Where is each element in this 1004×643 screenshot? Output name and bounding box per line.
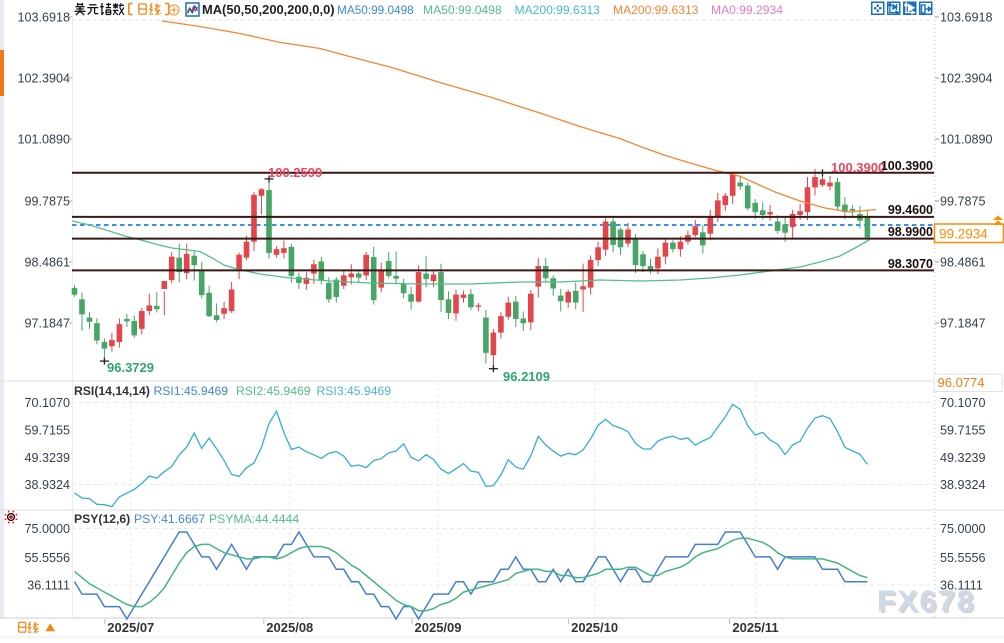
svg-text:55.5556: 55.5556 [940,551,986,565]
svg-text:98.4861: 98.4861 [24,256,70,270]
svg-text:PSY:41.6667: PSY:41.6667 [134,512,205,526]
svg-text:MA50:99.0498: MA50:99.0498 [337,3,414,17]
svg-text:FX678: FX678 [877,585,975,618]
svg-text:100.3900: 100.3900 [831,160,885,175]
svg-text:99.7875: 99.7875 [940,195,986,209]
svg-text:49.3239: 49.3239 [24,451,70,465]
svg-text:101.0890: 101.0890 [940,133,993,147]
svg-text:PSYMA:44.4444: PSYMA:44.4444 [209,512,299,526]
svg-text:2025/08: 2025/08 [266,620,313,635]
svg-text:59.7155: 59.7155 [24,424,70,438]
svg-text:96.2109: 96.2109 [503,369,550,384]
svg-text:MA50:99.0498: MA50:99.0498 [423,3,502,17]
svg-text:101.0890: 101.0890 [17,133,70,147]
svg-text:103.6918: 103.6918 [17,11,70,25]
svg-text:2025/07: 2025/07 [107,620,154,635]
svg-text:103.6918: 103.6918 [940,11,993,25]
svg-text:75.0000: 75.0000 [940,522,986,536]
svg-text:MA(50,50,200,200,0,0): MA(50,50,200,200,0,0) [202,2,335,17]
svg-text:102.3904: 102.3904 [17,72,70,86]
svg-text:36.1111: 36.1111 [940,579,983,593]
svg-text:97.1847: 97.1847 [24,317,70,331]
svg-text:55.5556: 55.5556 [24,551,70,565]
svg-text:100.2599: 100.2599 [268,165,322,180]
svg-text:38.9324: 38.9324 [940,478,986,492]
svg-text:RSI1:45.9469: RSI1:45.9469 [154,384,229,398]
svg-text:98.4861: 98.4861 [940,256,986,270]
svg-text:98.3070: 98.3070 [888,257,933,271]
svg-text:MA200:99.6313: MA200:99.6313 [613,3,699,17]
svg-text:MA200:99.6313: MA200:99.6313 [515,3,601,17]
svg-text:36.1111: 36.1111 [27,579,70,593]
svg-text:75.0000: 75.0000 [24,522,70,536]
svg-text:70.1070: 70.1070 [24,396,70,410]
svg-text:MA0:99.2934: MA0:99.2934 [711,3,783,17]
svg-text:102.3904: 102.3904 [940,72,993,86]
svg-text:97.1847: 97.1847 [940,317,986,331]
svg-text:96.0774: 96.0774 [938,375,985,390]
svg-text:FX678: FX678 [879,587,977,620]
svg-text:RSI(14,14,14): RSI(14,14,14) [74,384,150,398]
svg-text:RSI2:45.9469: RSI2:45.9469 [236,384,311,398]
svg-text:100.3900: 100.3900 [881,159,933,173]
svg-text:2025/10: 2025/10 [571,620,618,635]
svg-text:38.9324: 38.9324 [24,478,70,492]
svg-text:2025/11: 2025/11 [732,620,778,635]
svg-text:98.9900: 98.9900 [888,225,933,239]
svg-text:PSY(12,6): PSY(12,6) [74,512,130,526]
svg-text:96.3729: 96.3729 [107,360,154,375]
svg-text:70.1070: 70.1070 [940,396,986,410]
svg-text:RSI3:45.9469: RSI3:45.9469 [317,384,392,398]
svg-text:99.2934: 99.2934 [939,227,988,242]
svg-text:99.7875: 99.7875 [24,195,70,209]
svg-text:59.7155: 59.7155 [940,424,986,438]
svg-text:2025/09: 2025/09 [415,620,462,635]
svg-text:99.4600: 99.4600 [888,203,933,217]
svg-text:49.3239: 49.3239 [940,451,986,465]
